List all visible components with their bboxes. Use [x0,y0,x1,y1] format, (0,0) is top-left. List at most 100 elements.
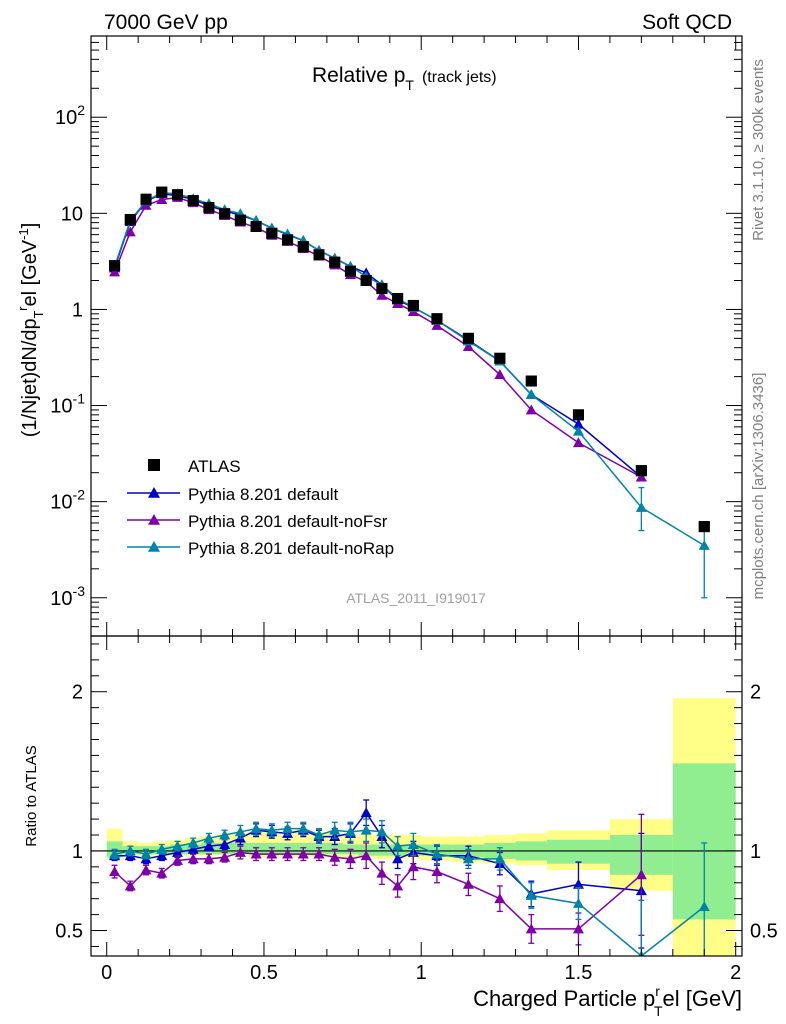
ratio-series-point [219,839,231,849]
main-y-tick-label: 102 [55,102,85,129]
legend-marker [148,487,160,498]
ratio-series-point [171,840,183,851]
ratio-series-point [234,847,246,857]
ratio-series-point [250,848,262,859]
main-ylabel: (1/Njet)dN/dpTrel [GeV-1] [15,223,46,438]
ratio-plot-content [91,698,742,956]
ratio-series-point [376,826,388,837]
main-plot-content [109,186,710,599]
ratio-xlabel-text: Charged Particle p [473,986,655,1011]
ratio-y-tick-label-left: 0.5 [55,921,83,943]
ratio-series-point [219,851,231,862]
ratio-series-point [313,829,325,840]
side-labels: Rivet 3.1.10, ≥ 300k events mcplots.cern… [750,59,767,599]
main-y-tick-label: 10 [61,203,83,225]
ratio-x-tick-label: 1.5 [565,962,593,984]
atlas-data-point [344,265,356,277]
ratio-y-tick-label-right: 2 [750,682,761,704]
ratio-series-point [266,824,278,835]
legend: ATLAS Pythia 8.201 default Pythia 8.201 de… [127,457,394,558]
atlas-data-point [219,208,231,220]
main-series-point [109,266,121,277]
main-y-tick-label: 10-2 [50,487,85,514]
atlas-data-point [376,283,388,295]
ratio-series-point [407,839,419,849]
ratio-series-point [203,853,215,864]
ratio-xlabel: Charged Particle pr Tel [GeV] [473,983,742,1019]
main-series-point [376,289,388,300]
ratio-series-point [344,826,356,837]
ratio-x-tick-label: 1 [416,962,427,984]
ratio-axes: 0.5 0.5 1 1 2 2 0 0.5 1 1.5 2 [55,636,778,984]
atlas-points-top [109,186,710,533]
main-y-tick-label: 1 [72,299,83,321]
atlas-data-point [109,260,121,272]
rivet-label: Rivet 3.1.10, ≥ 300k events [750,59,767,241]
main-series-point [572,425,584,436]
ratio-series-point [360,824,372,835]
ratio-series-point [297,823,309,834]
ratio-series-point [572,923,584,934]
ratio-xlabel-sup: r [655,983,660,999]
ratio-series-point [234,826,246,837]
ratio-series-point [250,823,262,834]
ratio-series-point [376,867,388,878]
main-ylabel-sub: T [31,310,46,318]
main-title-tail: (track jets) [422,69,497,86]
atlas-data-point [392,292,404,304]
atlas-data-point [329,256,341,268]
atlas-data-point [407,299,419,311]
ratio-x-tick-label: 2 [730,962,741,984]
atlas-data-point [313,249,325,261]
main-ylabel-tail-sup: -1 [16,228,31,240]
ratio-series-point [360,850,372,861]
ratio-series-point [171,854,183,865]
ratio-series-point [282,848,294,859]
ratio-x-tick-label: 0.5 [250,962,278,984]
ratio-series-point [407,861,419,872]
main-series-point [462,341,474,352]
atlas-data-point [431,313,443,325]
ratio-series-point [392,853,404,864]
ratio-series-point [431,848,443,859]
atlas-data-point [525,375,537,387]
atlas-data-point [698,521,710,533]
ratio-series-point [329,851,341,862]
ratio-series-point [525,890,537,900]
ratio-series-point [462,853,474,864]
mcplots-label: mcplots.cern.ch [arXiv:1306.3436] [750,373,767,600]
ratio-series-point [462,878,474,889]
ratio-series-point [313,848,325,859]
atlas-data-point [282,234,294,246]
atlas-data-point [124,214,136,226]
main-series-line [113,196,642,478]
atlas-data-point [234,214,246,226]
legend-label: Pythia 8.201 default-noFsr [188,512,388,531]
atlas-data-point [250,220,262,232]
ratio-series-2 [109,818,710,956]
main-title-text: Relative p [312,64,405,87]
ratio-xlabel-tail: el [GeV] [663,986,742,1011]
ratio-ylabel: Ratio to ATLAS [23,745,40,846]
atlas-data-point [297,241,309,253]
atlas-data-point [140,193,152,205]
analysis-id: ATLAS_2011_I919017 [346,590,486,606]
legend-marker [148,541,160,552]
ratio-series-point [140,848,152,859]
ratio-series-point [203,840,215,851]
legend-marker-atlas [148,459,160,471]
ratio-series-point [124,845,136,856]
ratio-xlabel-sub: T [654,1003,663,1019]
main-series-point [698,539,710,550]
ratio-series-point [431,866,443,877]
main-y-tick-label: 10-1 [50,391,85,418]
ratio-series-point [360,807,372,818]
header-left: 7000 GeV pp [104,11,228,34]
main-y-tick-label: 10-3 [50,583,85,610]
ratio-series-point [109,866,121,877]
ratio-series-0 [109,799,647,949]
atlas-data-point [156,186,168,198]
main-series-point [124,226,136,237]
header-right: Soft QCD [642,11,732,34]
main-series-point [572,437,584,448]
